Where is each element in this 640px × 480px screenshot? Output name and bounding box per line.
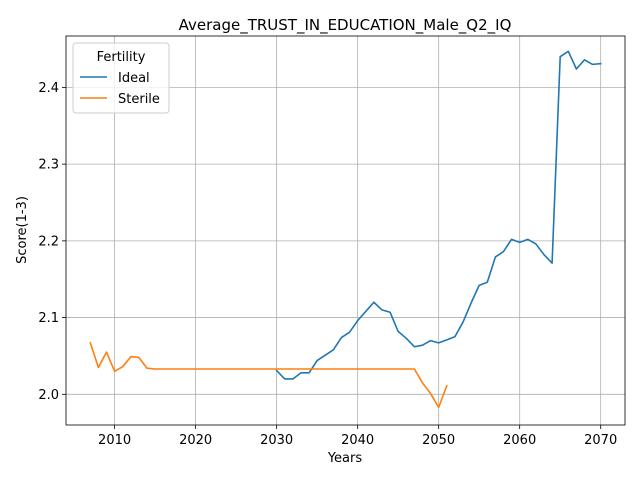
legend-box <box>72 42 170 114</box>
x-tick-label: 2050 <box>422 433 455 448</box>
x-tick-label: 2070 <box>584 433 617 448</box>
chart-title: Average_TRUST_IN_EDUCATION_Male_Q2_IQ <box>179 16 512 35</box>
y-tick-label: 2.0 <box>38 388 59 403</box>
x-tick-label: 2010 <box>98 433 131 448</box>
y-tick-label: 2.4 <box>38 81 59 96</box>
y-axis: 2.0 2.1 2.2 2.3 2.4 <box>38 81 66 403</box>
series-line-sterile <box>89 341 448 409</box>
series-layer <box>89 50 602 409</box>
y-axis-label: Score(1-3) <box>15 196 30 264</box>
x-tick-label: 2020 <box>179 433 212 448</box>
x-tick-label: 2030 <box>260 433 293 448</box>
legend: Fertility Ideal Sterile <box>72 42 170 114</box>
x-axis: 2010 2020 2030 2040 2050 2060 2070 <box>98 425 617 448</box>
legend-label-ideal: Ideal <box>118 71 150 86</box>
x-tick-label: 2040 <box>341 433 374 448</box>
plot-frame <box>65 35 626 426</box>
series-line-ideal <box>275 50 602 380</box>
legend-label-sterile: Sterile <box>118 92 160 107</box>
y-tick-label: 2.3 <box>38 158 59 173</box>
y-tick-label: 2.1 <box>38 311 59 326</box>
legend-title: Fertility <box>97 50 146 65</box>
x-tick-label: 2060 <box>503 433 536 448</box>
x-axis-label: Years <box>327 451 363 466</box>
y-tick-label: 2.2 <box>38 234 59 249</box>
